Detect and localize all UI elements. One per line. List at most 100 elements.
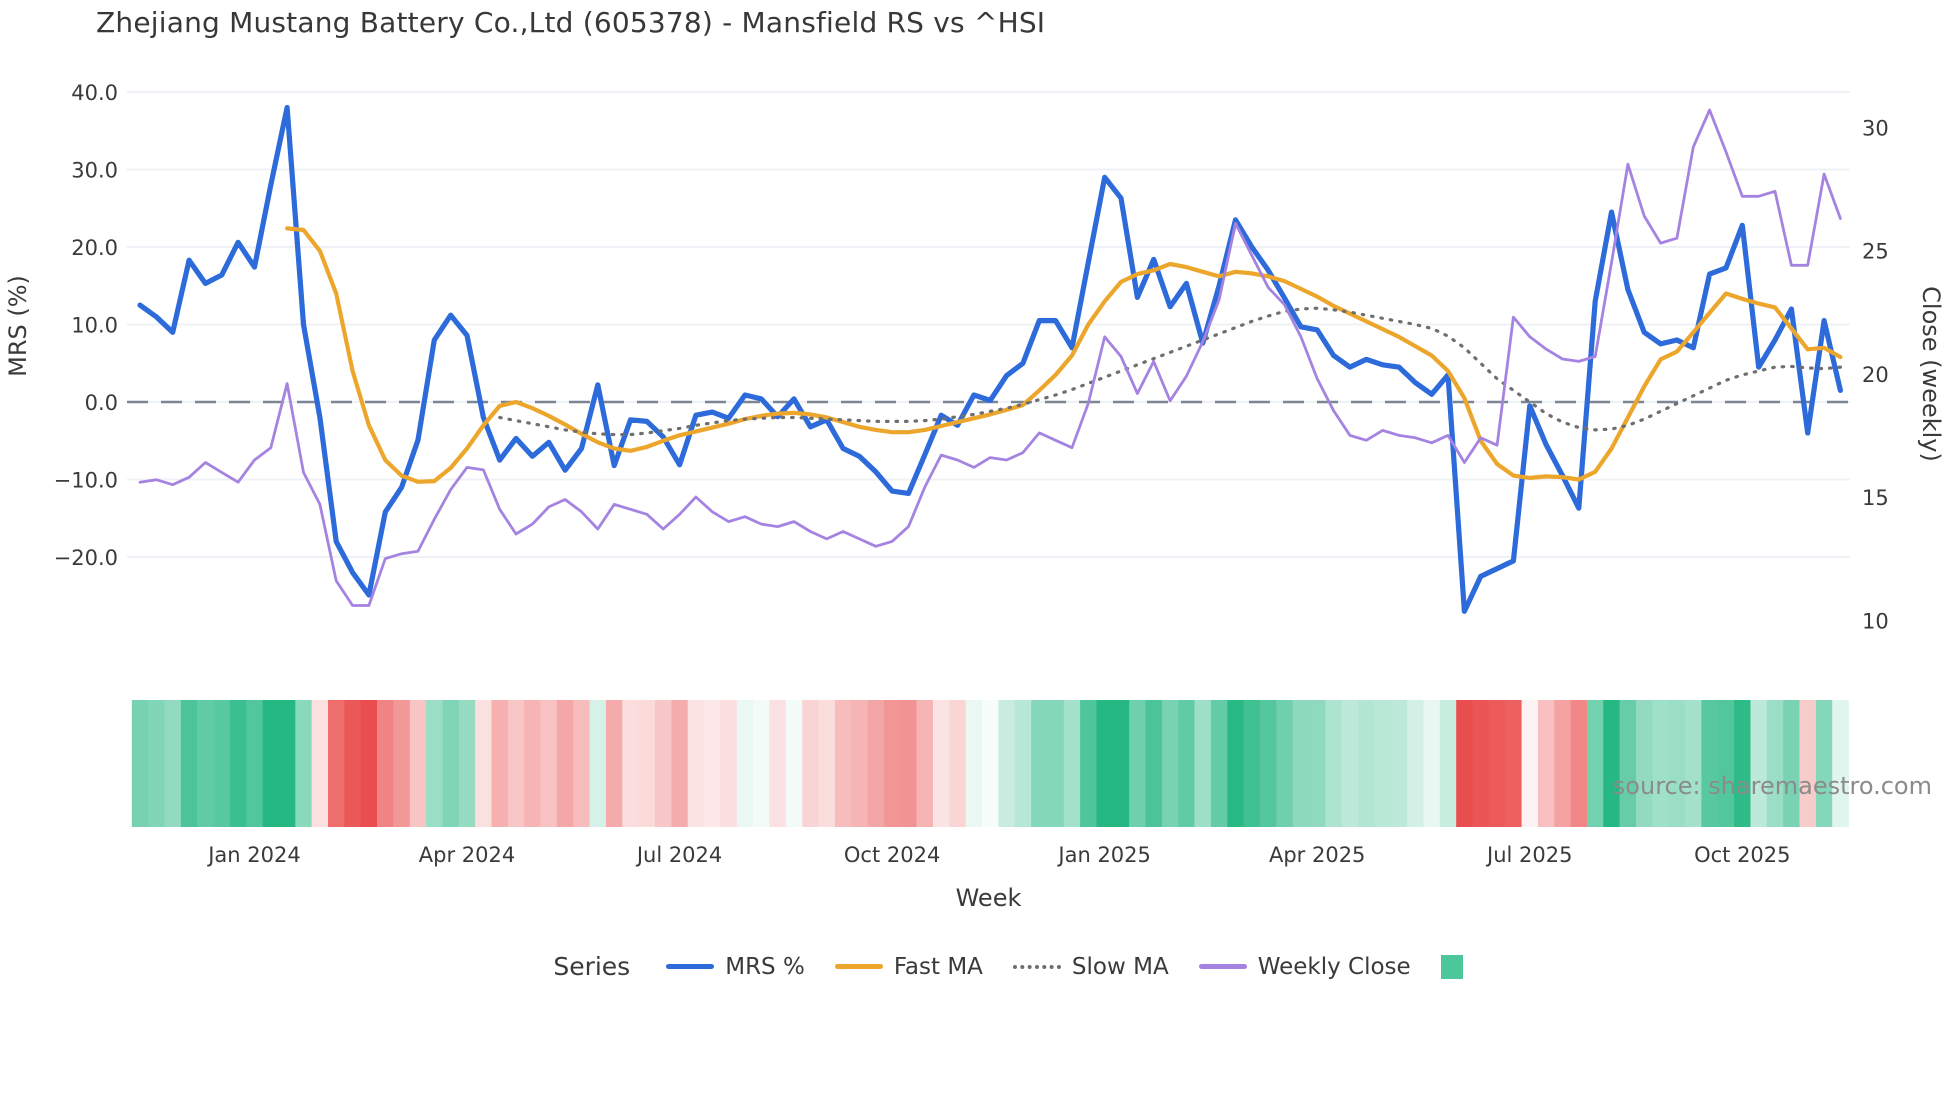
legend: Series MRS % Fast MA Slow MA Weekly Close (28, 952, 1960, 981)
series-line-mrs- (137, 104, 1844, 614)
heatmap-cell (1570, 700, 1588, 827)
heatmap-cell (769, 700, 787, 827)
heatmap-cell (1717, 700, 1735, 827)
heatmap-cell (1390, 700, 1408, 827)
heatmap-cell (655, 700, 672, 827)
heatmap-cell (1374, 700, 1392, 827)
heatmap-cell (1668, 700, 1686, 827)
heatmap-cell (1096, 700, 1114, 827)
x-axis-tick: Jul 2024 (635, 843, 722, 867)
heatmap-cell (1031, 700, 1048, 827)
heatmap-cell (426, 700, 443, 827)
heatmap-cell (1488, 700, 1506, 827)
heatmap-cell (377, 700, 394, 827)
legend-swatch-line (666, 964, 715, 969)
x-axis-tick: Oct 2024 (844, 843, 940, 867)
heatmap-cell (1750, 700, 1768, 827)
heatmap-cell (1685, 700, 1702, 827)
legend-swatch-square (1440, 954, 1463, 979)
heatmap-cell (475, 700, 492, 827)
heatmap-cell (1243, 700, 1261, 827)
heatmap-cell (229, 700, 247, 827)
heatmap-cell (1341, 700, 1359, 827)
heatmap-cell (1554, 700, 1571, 827)
left-axis-tick: −10.0 (54, 469, 118, 493)
heatmap-cell (1080, 700, 1097, 827)
legend-item-weekly-close: Weekly Close (1198, 954, 1411, 980)
heatmap-cell (1766, 700, 1784, 827)
heatmap-cell (589, 700, 607, 827)
left-axis-tick: 10.0 (71, 314, 118, 338)
heatmap-cell (638, 700, 656, 827)
heatmap-cell (180, 700, 198, 827)
heatmap-cell (982, 700, 999, 827)
heatmap-cell (933, 700, 950, 827)
heatmap-cell (1292, 700, 1310, 827)
heatmap-cell (360, 700, 378, 827)
heatmap-cell (524, 700, 541, 827)
series-line-slow-ma (498, 306, 1843, 437)
heatmap-cell (148, 700, 165, 827)
heatmap-cell (1815, 700, 1833, 827)
right-axis-label: Close (weekly) (1917, 286, 1945, 462)
left-axis-tick: 20.0 (71, 236, 118, 260)
heatmap-cell (164, 700, 182, 827)
heatmap-cell (131, 700, 149, 827)
heatmap-cell (556, 700, 574, 827)
right-axis-tick: 10 (1862, 609, 1889, 633)
legend-item-heat-swatch (1440, 954, 1463, 979)
legend-item-label: Fast MA (893, 953, 983, 980)
heatmap-cell (802, 700, 819, 827)
heatmap-cell (1276, 700, 1293, 827)
heatmap-cell (1129, 700, 1146, 827)
heatmap-cell (1505, 700, 1522, 827)
heatmap-cell (900, 700, 917, 827)
heatmap-cell (622, 700, 639, 827)
legend-swatch-dotted-line (1012, 964, 1061, 969)
x-axis-tick: Oct 2025 (1694, 843, 1790, 867)
heatmap-cell (1014, 700, 1032, 827)
heatmap-cell (753, 700, 770, 827)
heatmap-cell (1145, 700, 1163, 827)
heatmap-cell (491, 700, 509, 827)
heatmap-cell (540, 700, 558, 827)
heatmap-cell (1734, 700, 1751, 827)
heatmap-cell (1652, 700, 1670, 827)
x-axis-tick: Apr 2024 (419, 843, 515, 867)
heatmap-cell (1178, 700, 1195, 827)
heatmap-cell (1472, 700, 1490, 827)
heatmap-cell (867, 700, 885, 827)
heatmap-cell (197, 700, 214, 827)
heatmap-cell (1456, 700, 1473, 827)
left-axis-tick: −20.0 (54, 546, 118, 570)
heatmap-cell (442, 700, 460, 827)
heatmap-cell (834, 700, 852, 827)
heatmap-cell (1587, 700, 1604, 827)
heatmap-cell (344, 700, 362, 827)
heatmap-cell (965, 700, 983, 827)
heatmap-cell (883, 700, 901, 827)
right-axis-tick: 25 (1862, 240, 1889, 264)
heatmap-cell (916, 700, 934, 827)
heatmap-cell (1309, 700, 1326, 827)
heatmap-cell (409, 700, 427, 827)
legend-title: Series (553, 952, 631, 981)
heatmap-cell (311, 700, 329, 827)
heatmap-cell (1832, 700, 1849, 827)
left-axis-label: MRS (%) (4, 275, 32, 377)
heatmap-cell (1325, 700, 1343, 827)
x-axis-tick: Jul 2025 (1485, 843, 1572, 867)
heatmap-cell (1227, 700, 1244, 827)
heatmap-cell (246, 700, 263, 827)
heatmap-cell (687, 700, 705, 827)
heatmap-cell (1636, 700, 1653, 827)
chart-title: Zhejiang Mustang Battery Co.,Ltd (605378… (96, 6, 1046, 39)
heatmap-cell (213, 700, 231, 827)
x-axis-tick: Jan 2025 (1056, 843, 1151, 867)
heatmap-cell (279, 700, 296, 827)
right-axis-tick: 20 (1862, 363, 1889, 387)
heatmap-cell (328, 700, 345, 827)
heatmap-cell (785, 700, 803, 827)
heatmap-cell (1423, 700, 1441, 827)
